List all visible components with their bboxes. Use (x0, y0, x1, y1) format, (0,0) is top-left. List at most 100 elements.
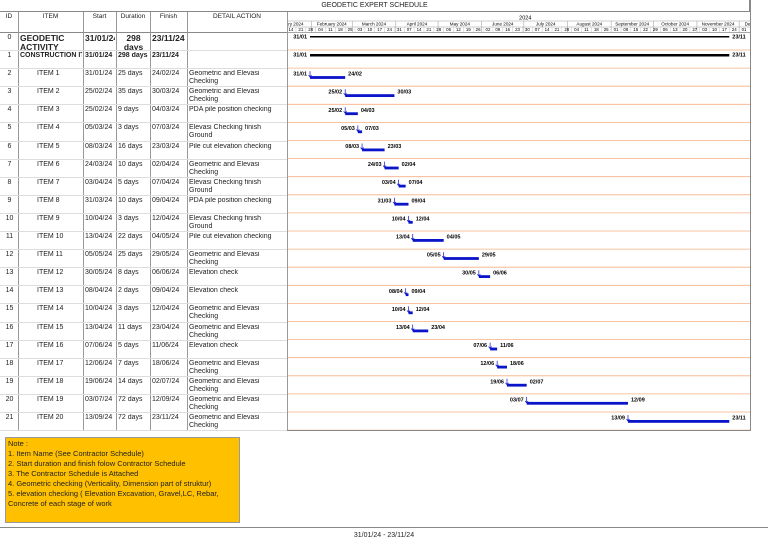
cell-id: 6 (7, 142, 12, 150)
row-line (0, 140, 287, 142)
week-label: 27 (692, 27, 697, 32)
cell-start: 13/09/24 (85, 414, 113, 421)
column-line (187, 12, 188, 431)
task-bar (627, 420, 730, 423)
week-label: 12 (456, 27, 461, 32)
week-label: 25 (604, 27, 609, 32)
cell-item: ITEM 10 (37, 233, 64, 240)
start-arrow (392, 197, 397, 205)
cell-duration: 5 days (118, 178, 139, 186)
column-header: Start (92, 13, 107, 20)
cell-item: ITEM 3 (37, 106, 60, 114)
cell-duration: 10 days (118, 160, 143, 168)
cell-item: ITEM 18 (37, 377, 64, 385)
cell-finish: 23/11/24 (152, 52, 179, 59)
week-label: 21 (554, 27, 559, 32)
row-line (0, 86, 287, 88)
month-label: January 2024 (287, 21, 304, 26)
bar-finish-label: 23/04 (431, 325, 446, 331)
cell-id: 19 (5, 377, 14, 385)
column-line (287, 12, 288, 431)
task-bar (443, 257, 479, 260)
bar-start-label: 31/01 (293, 34, 307, 40)
task-bar (362, 148, 385, 152)
cell-id: 20 (5, 395, 14, 403)
cell-duration: 10 days (118, 196, 143, 204)
week-label: 15 (633, 27, 638, 32)
week-label: 10 (712, 27, 717, 32)
row-line (0, 158, 287, 160)
bar-finish-label: 04/05 (447, 234, 461, 240)
header-line (0, 32, 287, 33)
cell-detail: Elevasi Checking finish Ground (189, 214, 261, 230)
bar-finish-label: 23/11 (732, 34, 745, 40)
week-label: 04 (318, 27, 323, 32)
start-arrow (406, 215, 411, 223)
cell-start: 19/06/24 (85, 377, 113, 385)
cell-detail: Geometric and Elevasi Checking (189, 70, 260, 86)
cell-item: ITEM 12 (37, 269, 64, 277)
cell-item: ITEM 7 (37, 178, 60, 186)
cell-duration: 22 days (118, 233, 143, 240)
bar-finish-label: 02/07 (530, 379, 544, 385)
row-line (0, 375, 287, 377)
cell-id: 0 (7, 34, 12, 41)
task-bar (345, 94, 395, 97)
start-arrow (524, 396, 529, 404)
start-arrow (410, 234, 415, 241)
cell-detail: Elevation check (189, 269, 239, 277)
bar-finish-label: 07/03 (365, 126, 379, 132)
cell-id: 11 (5, 233, 14, 240)
note-box: Note : 1. Item Name (See Contractor Sche… (5, 437, 240, 523)
column-line (150, 12, 151, 431)
cell-item: ITEM 13 (37, 287, 64, 295)
cell-finish: 12/04/24 (152, 305, 180, 313)
week-label: 28 (564, 27, 569, 32)
task-bar (405, 293, 409, 297)
note-line: 4. Geometric checking (Verticality, Dime… (8, 479, 212, 488)
task-bar (478, 275, 491, 278)
row-line (0, 285, 287, 287)
cell-duration: 3 days (118, 124, 139, 132)
cell-start: 31/01/24 (85, 52, 113, 59)
bar-finish-label: 04/03 (361, 108, 375, 114)
cell-duration: 2 days (118, 287, 139, 295)
cell-start: 05/03/24 (85, 124, 113, 132)
task-bar (412, 329, 429, 333)
cell-detail: Geometric and Elevasi Checking (189, 160, 260, 176)
bar-finish-label: 12/09 (631, 397, 645, 403)
month-label: June 2024 (492, 21, 514, 26)
week-label: 14 (289, 27, 294, 32)
cell-start: 12/06/24 (85, 359, 113, 367)
cell-start: 25/02/24 (85, 88, 113, 96)
cell-detail: Elevasi Checking finish Ground (189, 124, 261, 140)
start-arrow (505, 378, 509, 386)
column-header: Finish (159, 13, 178, 20)
task-bar (310, 76, 346, 79)
cell-start: 10/04/24 (85, 214, 113, 222)
cell-id: 13 (5, 269, 14, 277)
month-label: May 2024 (450, 21, 471, 26)
week-label: 01 (742, 27, 747, 32)
week-label: 16 (505, 27, 510, 32)
cell-duration: 14 days (118, 377, 143, 385)
cell-finish: 07/04/24 (152, 178, 180, 186)
cell-item: ITEM 17 (37, 359, 64, 367)
week-label: 24 (732, 27, 737, 32)
bar-start-label: 13/04 (396, 325, 411, 331)
cell-item: CONSTRUCTION ITEM (20, 52, 82, 59)
cell-start: 13/04/24 (85, 323, 113, 331)
cell-detail: Elevation check (189, 287, 239, 295)
start-arrow (343, 107, 347, 114)
column-header: DETAIL ACTION (212, 13, 262, 20)
bar-finish-label: 23/03 (388, 144, 402, 150)
task-bar (384, 166, 399, 170)
week-label: 07 (535, 27, 540, 32)
task-bar (398, 184, 406, 188)
cell-detail: Geometric and Elevasi Checking (189, 88, 260, 104)
bar-start-label: 03/04 (382, 180, 397, 186)
cell-id: 4 (7, 106, 12, 114)
month-label: October 2024 (661, 21, 689, 26)
cell-duration: 25 days (118, 251, 143, 259)
week-label: 30 (525, 27, 530, 32)
